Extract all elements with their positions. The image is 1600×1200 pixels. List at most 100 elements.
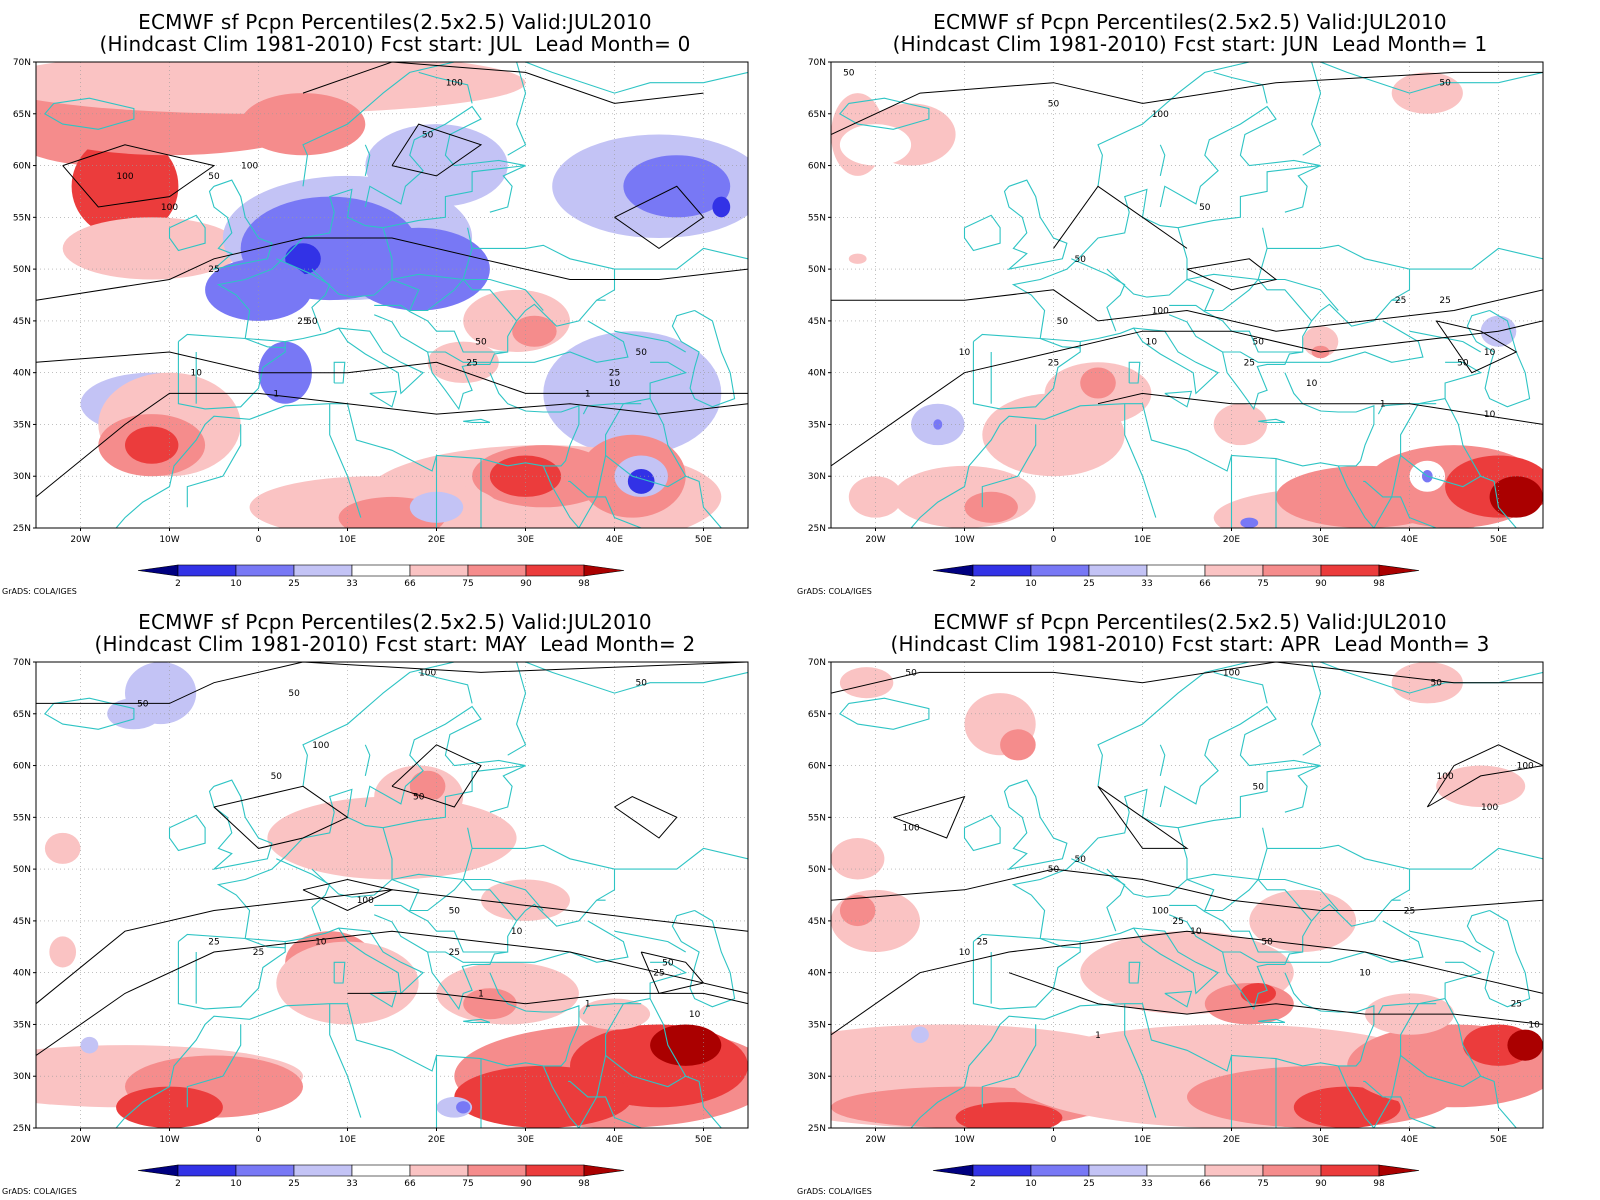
coastline xyxy=(311,268,518,322)
contour-label: 100 xyxy=(241,162,258,172)
coastline xyxy=(578,1054,686,1128)
contour-line xyxy=(1097,392,1543,425)
contour-label: 100 xyxy=(1152,110,1169,120)
grads-credit: GrADS: COLA/IGES xyxy=(2,1187,77,1196)
shaded-region xyxy=(125,426,179,464)
colorbar-label: 33 xyxy=(346,579,357,589)
contour-label: 25 xyxy=(208,265,219,275)
coastline xyxy=(364,144,371,177)
coastline xyxy=(981,1024,1037,1108)
coastline xyxy=(1480,475,1517,528)
contour-label: 50 xyxy=(137,699,149,709)
coastline xyxy=(373,899,606,1011)
plot-frame xyxy=(830,61,1544,529)
contour-label: 25 xyxy=(253,948,264,958)
contour-label: 25 xyxy=(449,948,460,958)
contour-label: 25 xyxy=(466,358,477,368)
panel-title-line2: (Hindcast Clim 1981-2010) Fcst start: JU… xyxy=(892,32,1488,56)
panel-title-line1: ECMWF sf Pcpn Percentiles(2.5x2.5) Valid… xyxy=(138,610,652,634)
lat-label: 40N xyxy=(13,969,31,979)
colorbar-box xyxy=(972,564,1032,577)
contour-label: 100 xyxy=(1481,803,1498,813)
coastline xyxy=(1159,105,1321,208)
contour-label: 10 xyxy=(1306,379,1318,389)
lat-label: 60N xyxy=(808,162,826,172)
colorbar-label: 10 xyxy=(230,579,242,589)
shaded-region xyxy=(512,315,557,347)
contour-label: 50 xyxy=(1048,99,1060,109)
colorbar-box xyxy=(409,564,469,577)
lat-label: 70N xyxy=(808,658,826,668)
contour-label: 10 xyxy=(689,1010,701,1020)
shaded-region xyxy=(267,796,517,880)
contour-label: 100 xyxy=(161,203,178,213)
contour-label: 100 xyxy=(1517,762,1534,772)
coastline xyxy=(605,998,651,1056)
coastline xyxy=(1106,868,1313,922)
shaded-region xyxy=(116,1086,223,1128)
grads-credit: GrADS: COLA/IGES xyxy=(2,587,77,596)
shaded-region xyxy=(1302,326,1339,358)
contour-label: 50 xyxy=(1252,338,1264,348)
contour-lines xyxy=(36,662,748,1056)
contour-label: 25 xyxy=(208,938,219,948)
contour-labels: 50 50 100 50 50 50 10 25 100 10 50 25 10 1 25 25 10 50 10 5… xyxy=(843,68,1496,420)
coastline xyxy=(427,351,490,363)
coastline xyxy=(542,1065,580,1128)
coastline xyxy=(364,744,371,777)
latitude-axis: 70N 65N 60N 55N 50N 45N 40N 35N 30N 25N xyxy=(808,58,831,534)
colorbar-label: 2 xyxy=(175,1179,181,1189)
contour-lines xyxy=(831,71,1543,467)
lat-label: 45N xyxy=(808,917,826,927)
colorbar-box xyxy=(1204,1164,1264,1177)
coastline xyxy=(1258,278,1339,311)
lon-label: 40E xyxy=(606,535,623,545)
coastline xyxy=(333,961,346,984)
lat-label: 65N xyxy=(808,710,826,720)
coastline xyxy=(1040,937,1081,949)
lat-label: 50N xyxy=(13,865,31,875)
contour-label: 50 xyxy=(662,958,674,968)
coastline xyxy=(489,320,629,363)
contour-line xyxy=(1008,972,1543,1025)
shaded-region xyxy=(62,217,241,280)
lon-label: 10W xyxy=(954,535,974,545)
contour-label: 10 xyxy=(315,938,327,948)
contour-label: 25 xyxy=(977,938,988,948)
coastline xyxy=(1373,1054,1481,1128)
coastline xyxy=(1177,827,1268,912)
longitude-axis: 20W 10W 0 10E 20E 30E 40E 50E xyxy=(70,528,712,545)
lon-label: 20E xyxy=(1223,1135,1240,1145)
lat-label: 70N xyxy=(808,58,826,68)
coastline xyxy=(1480,1075,1517,1128)
longitude-axis: 20W 10W 0 10E 20E 30E 40E 50E xyxy=(70,1128,712,1145)
contour-labels: 50 10050100100100501005050100251050102525… xyxy=(903,668,1541,1040)
lat-label: 70N xyxy=(13,58,31,68)
colorbar-label: 25 xyxy=(288,579,299,589)
contour-label: 50 xyxy=(449,907,461,917)
shaded-region xyxy=(848,476,903,518)
coastline xyxy=(369,990,398,1008)
coastline xyxy=(614,247,748,270)
coastline xyxy=(1284,920,1424,963)
contour-label: 25 xyxy=(1511,1000,1522,1010)
contour-label: 50 xyxy=(1261,938,1273,948)
lat-label: 30N xyxy=(808,1072,826,1082)
contour-line xyxy=(36,662,748,704)
coastline xyxy=(1080,327,1220,395)
colorbar-label: 75 xyxy=(462,579,473,589)
colorbar-box xyxy=(235,564,295,577)
colorbar-arrow-high xyxy=(1378,1164,1420,1177)
coastline xyxy=(382,827,473,912)
shaded-region xyxy=(1436,765,1526,807)
colorbar-label: 25 xyxy=(288,1179,299,1189)
colorbar-label: 66 xyxy=(1199,1179,1211,1189)
coastline xyxy=(369,390,398,408)
contour-label: 50 xyxy=(1048,865,1060,875)
contour-label: 1 xyxy=(1380,400,1386,410)
contour-label: 50 xyxy=(1439,79,1451,89)
contour-label: 50 xyxy=(843,68,855,78)
colorbar-box xyxy=(351,1164,411,1177)
shaded-region xyxy=(831,838,885,880)
